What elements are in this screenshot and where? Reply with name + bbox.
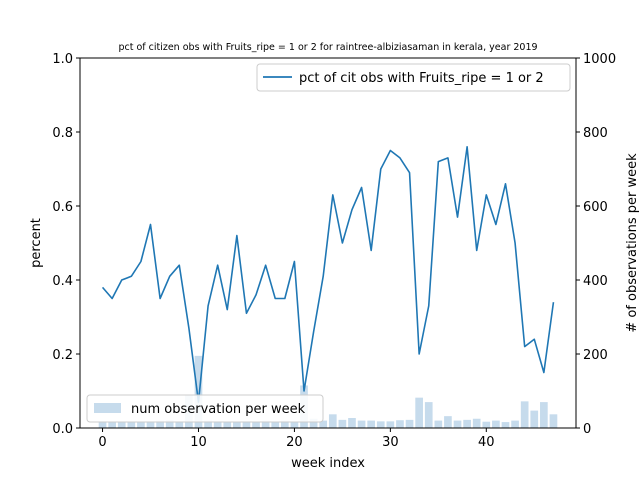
bar: [415, 398, 423, 428]
x-tick-label: 40: [478, 435, 495, 450]
line-path: [103, 147, 554, 402]
bar: [434, 421, 442, 428]
bar: [271, 422, 279, 428]
y-right-tick-label: 1000: [583, 52, 616, 67]
bar: [367, 421, 375, 428]
x-tick-label: 0: [98, 435, 106, 450]
bar: [358, 421, 366, 428]
line-legend: pct of cit obs with Fruits_ripe = 1 or 2: [257, 64, 570, 91]
y-right-tick-label: 800: [583, 126, 608, 141]
y-right-tick-label: 400: [583, 274, 608, 289]
y-left-tick-label: 1.0: [52, 52, 73, 67]
bar: [348, 418, 356, 428]
x-tick-label: 10: [190, 435, 207, 450]
bar-legend-label: num observation per week: [131, 402, 306, 417]
bar: [492, 421, 500, 428]
y-left-tick-label: 0.8: [52, 126, 73, 141]
bar: [463, 420, 471, 428]
x-axis-label: week index: [291, 456, 365, 471]
y-axis-left-label: percent: [29, 218, 44, 268]
bar: [118, 422, 126, 428]
bar: [530, 411, 538, 428]
bar: [252, 422, 260, 428]
plot-frame: [80, 58, 576, 428]
x-axis: 0 10 20 30 40: [98, 428, 494, 450]
y-axis-left: 0.0 0.2 0.4 0.6 0.8 1.0: [52, 52, 80, 437]
line-legend-label: pct of cit obs with Fruits_ripe = 1 or 2: [299, 71, 544, 86]
bar: [540, 402, 548, 428]
bar: [291, 422, 299, 428]
bar: [137, 422, 145, 428]
bar: [223, 422, 231, 428]
y-right-tick-label: 200: [583, 348, 608, 363]
y-left-tick-label: 0.6: [52, 200, 73, 215]
bar: [339, 420, 347, 428]
y-left-tick-label: 0.0: [52, 422, 73, 437]
bar: [127, 422, 135, 428]
chart-title: pct of citizen obs with Fruits_ripe = 1 …: [118, 42, 537, 53]
bar: [444, 416, 452, 428]
bar: [511, 421, 519, 428]
bar: [329, 414, 337, 428]
bar: [521, 401, 529, 428]
y-axis-right: 0 200 400 600 800 1000: [576, 52, 616, 437]
bar-legend: num observation per week: [87, 395, 323, 422]
bar: [387, 421, 395, 428]
y-left-tick-label: 0.2: [52, 348, 73, 363]
bar: [377, 421, 385, 428]
bar: [473, 419, 481, 428]
bar: [406, 420, 414, 428]
bar: [233, 422, 241, 428]
y-axis-right-label: # of observations per week: [625, 153, 640, 333]
y-right-tick-label: 600: [583, 200, 608, 215]
bar: [550, 414, 558, 428]
bar: [502, 422, 510, 428]
bar: [396, 420, 404, 428]
bar: [454, 421, 462, 428]
x-tick-label: 30: [382, 435, 399, 450]
bar: [425, 402, 433, 428]
bar: [108, 422, 116, 428]
x-tick-label: 20: [286, 435, 303, 450]
bar: [482, 422, 490, 428]
bar-legend-swatch: [94, 403, 121, 413]
y-right-tick-label: 0: [583, 422, 591, 437]
line-series: [103, 147, 554, 402]
y-left-tick-label: 0.4: [52, 274, 73, 289]
